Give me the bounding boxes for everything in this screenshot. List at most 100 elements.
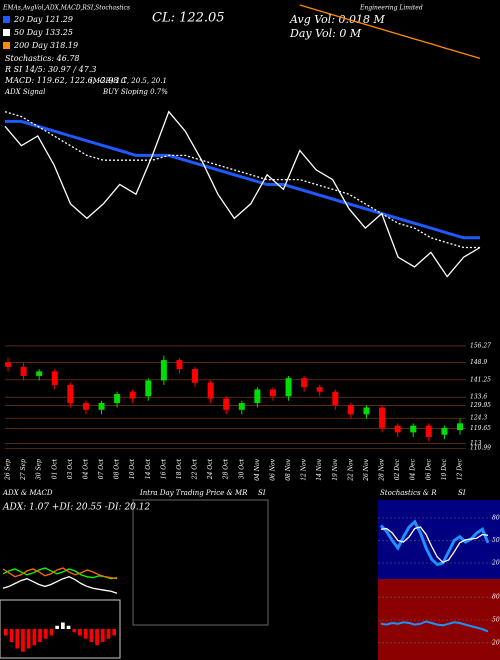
x-tick-label: 10 Dec <box>441 458 448 480</box>
bar <box>112 629 116 636</box>
y-tick-label: 124.3 <box>470 415 487 422</box>
bar <box>66 625 71 629</box>
y-tick-label: 80 <box>492 515 500 522</box>
candle-body <box>114 393 121 404</box>
bar <box>106 629 111 639</box>
x-tick-label: 10 Oct <box>129 458 136 479</box>
annotation: Stochastics: 46.78 <box>5 54 80 63</box>
x-tick-label: 28 Oct <box>223 458 230 480</box>
candle-body <box>36 371 43 376</box>
bar <box>21 629 25 652</box>
annotation: Day Vol: 0 M <box>289 27 362 40</box>
panel-title: ADX & MACD <box>2 489 53 497</box>
annotation: BUY Sloping 0.7% <box>102 88 168 96</box>
x-tick-label: 02 Dec <box>394 458 401 480</box>
y-tick-label: 50 <box>492 617 500 624</box>
legend-swatch <box>3 42 10 49</box>
y-tick-label: 110.99 <box>470 445 491 452</box>
annotation: Engineering Limited <box>359 5 423 12</box>
candle-body <box>129 391 136 399</box>
bar <box>4 629 8 636</box>
candle-body <box>410 425 417 433</box>
candle-body <box>363 407 370 415</box>
panel-subtitle: ADX: 1.07 +DI: 20.55 -DI: 20.12 <box>2 503 150 513</box>
y-tick-label: 80 <box>492 594 500 601</box>
panel-background <box>378 500 500 580</box>
candle-body <box>269 389 276 397</box>
x-tick-label: 12 Dec <box>457 458 464 480</box>
candle-body <box>285 378 292 397</box>
candle-body <box>316 387 323 392</box>
x-tick-label: 07 Oct <box>98 458 105 479</box>
x-tick-label: 30 Sep <box>36 459 43 480</box>
y-tick-label: 133.6 <box>470 394 487 401</box>
candle-body <box>5 362 11 367</box>
series-line <box>299 4 481 60</box>
x-tick-label: 08 Oct <box>114 458 121 479</box>
y-tick-label: 129.95 <box>470 402 491 409</box>
bar <box>32 629 37 646</box>
annotation: ADX Signal <box>4 88 45 96</box>
candle-body <box>51 371 58 385</box>
legend-label: 200 Day 318.19 <box>13 41 78 50</box>
candle-body <box>347 405 354 415</box>
x-tick-label: 24 Oct <box>207 458 214 480</box>
annotation: EMAs,AvgVol,ADX,MACD,RSI,Stochastics <box>2 5 130 12</box>
candle-body <box>176 360 183 370</box>
candle-body <box>441 427 448 435</box>
panel-title: Intra Day Trading Price & MR <box>139 489 248 497</box>
candle-body <box>82 403 89 410</box>
legend-swatch <box>3 16 10 23</box>
bar <box>72 629 77 633</box>
candle-body <box>207 382 214 399</box>
x-tick-label: 04 Dec <box>410 458 417 480</box>
x-tick-label: 27 Sep <box>20 459 27 481</box>
bar <box>38 629 42 642</box>
x-tick-label: 12 Nov <box>301 458 308 480</box>
series-line <box>380 620 489 633</box>
annotation: MACD: 119.62, 122.6, -2.98 C <box>4 76 127 85</box>
series-line <box>2 575 118 594</box>
x-tick-label: 22 Oct <box>192 458 199 480</box>
legend-swatch <box>3 29 10 36</box>
candle-body <box>145 380 152 397</box>
bar <box>78 629 82 636</box>
series-line <box>4 110 481 278</box>
candle-body <box>425 425 432 437</box>
macd-frame <box>0 599 121 659</box>
series-line <box>380 526 489 564</box>
x-tick-label: 14 Nov <box>316 458 323 480</box>
x-tick-label: 08 Nov <box>285 458 292 480</box>
y-tick-label: 50 <box>492 537 500 544</box>
series-line <box>2 567 118 580</box>
x-tick-label: 01 Oct <box>51 458 58 479</box>
x-tick-label: 26 Sep <box>5 459 12 481</box>
candle-body <box>98 403 105 410</box>
candle-body <box>20 366 27 376</box>
bar <box>26 629 31 649</box>
annotation: CL: 122.05 <box>152 11 225 26</box>
y-tick-label: 119.65 <box>470 425 491 432</box>
bar <box>43 629 48 639</box>
x-tick-label: 06 Dec <box>425 458 432 480</box>
y-tick-label: 20 <box>491 639 500 646</box>
x-tick-label: 26 Nov <box>363 458 370 481</box>
candle-body <box>332 391 339 406</box>
y-tick-label: 20 <box>491 560 500 567</box>
y-tick-label: 156.27 <box>470 342 491 349</box>
candle-body <box>394 425 401 433</box>
candle-body <box>67 384 74 404</box>
panel-subtitle: SI <box>458 489 466 497</box>
bar <box>55 625 59 629</box>
panel-background <box>378 579 500 660</box>
candle-body <box>254 389 261 404</box>
bar <box>9 629 14 642</box>
series-line <box>4 111 480 249</box>
bar <box>61 622 65 629</box>
annotation: (MGR) 1.1, 20.5, 20.1 <box>90 77 167 85</box>
x-tick-label: 19 Nov <box>332 458 339 480</box>
x-tick-label: 04 Oct <box>82 458 89 479</box>
panel-title: Stochastics & R <box>380 489 437 497</box>
candle-body <box>301 378 308 388</box>
